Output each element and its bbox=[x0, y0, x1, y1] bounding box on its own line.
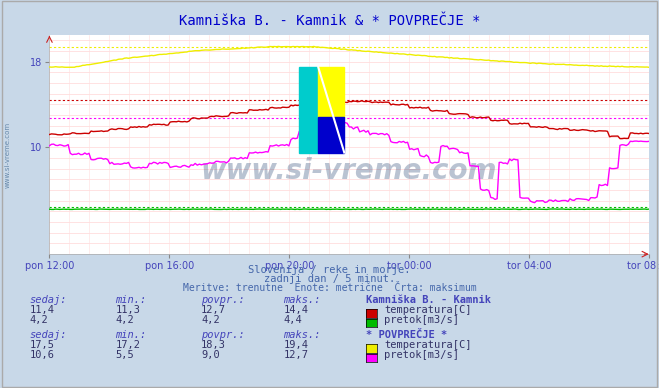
Bar bbox=[299, 67, 318, 152]
Text: www.si-vreme.com: www.si-vreme.com bbox=[201, 157, 498, 185]
Text: * POVPREČJE *: * POVPREČJE * bbox=[366, 329, 447, 340]
Text: Kamniška B. - Kamnik & * POVPREČJE *: Kamniška B. - Kamnik & * POVPREČJE * bbox=[179, 14, 480, 28]
Text: 18,3: 18,3 bbox=[201, 340, 226, 350]
Text: 5,5: 5,5 bbox=[115, 350, 134, 360]
Text: www.si-vreme.com: www.si-vreme.com bbox=[5, 122, 11, 188]
Text: 4,2: 4,2 bbox=[201, 315, 219, 325]
Text: 9,0: 9,0 bbox=[201, 350, 219, 360]
Text: 11,3: 11,3 bbox=[115, 305, 140, 315]
Text: 10,6: 10,6 bbox=[30, 350, 55, 360]
Text: temperatura[C]: temperatura[C] bbox=[384, 340, 472, 350]
Text: 11,4: 11,4 bbox=[30, 305, 55, 315]
Bar bbox=[318, 67, 344, 117]
Text: 12,7: 12,7 bbox=[201, 305, 226, 315]
Text: 17,2: 17,2 bbox=[115, 340, 140, 350]
Text: maks.:: maks.: bbox=[283, 329, 321, 340]
Text: zadnji dan / 5 minut.: zadnji dan / 5 minut. bbox=[264, 274, 395, 284]
Text: 14,4: 14,4 bbox=[283, 305, 308, 315]
Text: min.:: min.: bbox=[115, 329, 146, 340]
Bar bbox=[318, 117, 344, 152]
Text: 4,4: 4,4 bbox=[283, 315, 302, 325]
Text: Slovenija / reke in morje.: Slovenija / reke in morje. bbox=[248, 265, 411, 275]
Text: 19,4: 19,4 bbox=[283, 340, 308, 350]
Text: min.:: min.: bbox=[115, 294, 146, 305]
Text: temperatura[C]: temperatura[C] bbox=[384, 305, 472, 315]
Text: Meritve: trenutne  Enote: metrične  Črta: maksimum: Meritve: trenutne Enote: metrične Črta: … bbox=[183, 283, 476, 293]
Text: Kamniška B. - Kamnik: Kamniška B. - Kamnik bbox=[366, 294, 491, 305]
Text: maks.:: maks.: bbox=[283, 294, 321, 305]
Text: 4,2: 4,2 bbox=[115, 315, 134, 325]
Text: 4,2: 4,2 bbox=[30, 315, 48, 325]
Text: pretok[m3/s]: pretok[m3/s] bbox=[384, 350, 459, 360]
Text: povpr.:: povpr.: bbox=[201, 329, 244, 340]
Text: pretok[m3/s]: pretok[m3/s] bbox=[384, 315, 459, 325]
Text: 12,7: 12,7 bbox=[283, 350, 308, 360]
Text: sedaj:: sedaj: bbox=[30, 329, 67, 340]
Text: 17,5: 17,5 bbox=[30, 340, 55, 350]
Text: povpr.:: povpr.: bbox=[201, 294, 244, 305]
Text: sedaj:: sedaj: bbox=[30, 294, 67, 305]
